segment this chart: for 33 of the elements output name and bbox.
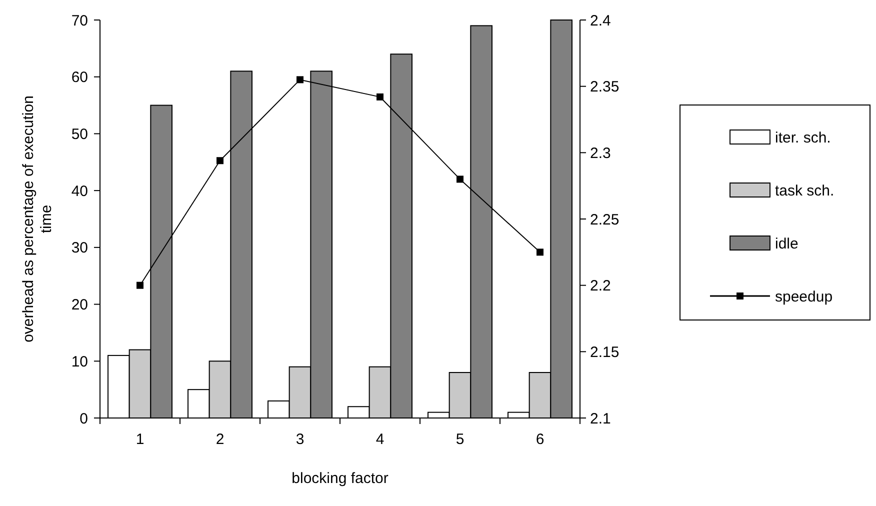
point [376, 93, 384, 100]
x-tick-label: 5 [456, 431, 464, 448]
point [216, 157, 224, 164]
y2-tick-label: 2.4 [590, 12, 611, 30]
y2-tick-label: 2.3 [590, 144, 611, 162]
y-tick-label: 60 [71, 69, 88, 86]
y2-tick-label: 2.25 [590, 211, 620, 228]
legend-label: iter. sch. [775, 129, 831, 146]
point [536, 248, 544, 256]
point [456, 176, 464, 183]
y-axis-title: overhead as percentage of execution time [20, 96, 55, 342]
y-tick-label: 0 [80, 410, 88, 428]
x-tick-label: 6 [536, 431, 544, 448]
point [136, 282, 144, 289]
y-tick-label: 20 [71, 296, 88, 314]
x-tick-label: 2 [216, 431, 224, 448]
y-tick-label: 40 [71, 182, 88, 200]
y2-tick-label: 2.2 [590, 278, 611, 295]
legend-label: speedup [775, 288, 833, 306]
y-tick-label: 50 [71, 126, 88, 143]
legend-label: idle [775, 235, 798, 252]
x-axis-title: blocking factor [292, 470, 388, 487]
y-tick-label: 10 [71, 353, 88, 370]
x-tick-label: 3 [296, 431, 304, 448]
y2-tick-label: 2.1 [590, 410, 611, 428]
point [296, 76, 304, 84]
x-tick-label: 4 [376, 431, 384, 448]
y-tick-label: 70 [71, 12, 88, 30]
y2-tick-label: 2.15 [590, 344, 620, 361]
y-tick-label: 30 [71, 240, 88, 257]
x-tick-label: 1 [136, 431, 144, 448]
legend-label: task sch. [775, 182, 834, 200]
y2-tick-label: 2.35 [590, 78, 620, 96]
